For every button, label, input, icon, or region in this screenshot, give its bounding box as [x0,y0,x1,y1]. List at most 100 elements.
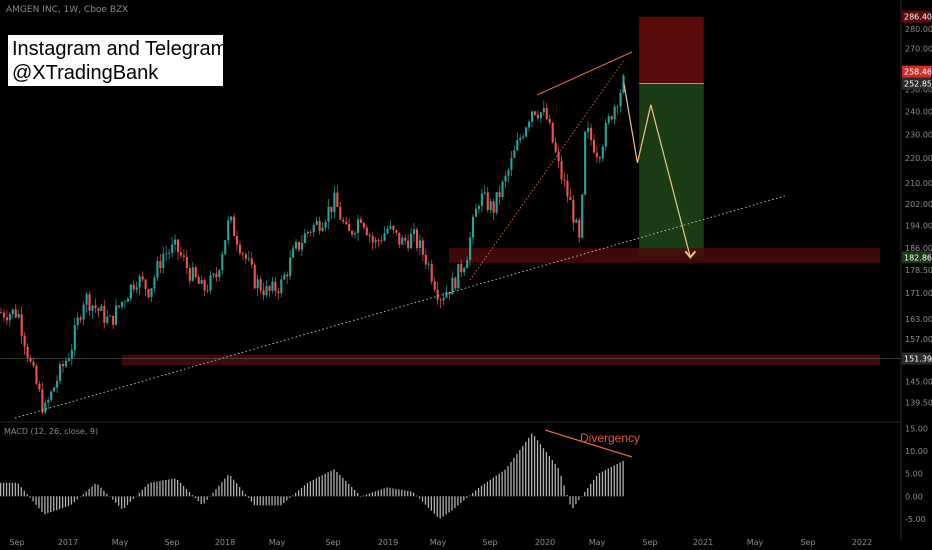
macd-bar [572,496,574,509]
macd-bar [542,448,545,497]
candle-body [619,92,622,107]
candle-body [424,254,427,265]
macd-bar [483,483,486,497]
macd-bar [327,472,329,497]
candle-body [590,127,593,141]
candle-body [218,270,221,278]
candle-body [430,263,433,282]
candle-body [14,309,17,318]
macd-bar [38,496,40,509]
candle-body [354,233,357,235]
macd-bar [200,496,202,505]
candle-body [389,225,392,229]
macd-bar [531,433,533,497]
candle-body [356,219,360,234]
candle-body [436,289,439,300]
candle-body [286,274,289,277]
macd-bar [238,486,241,497]
macd-bar [8,482,11,497]
candle-body [97,308,100,311]
macd-bar [277,496,279,506]
trade-zones [0,16,901,366]
macd-bar [610,466,612,497]
macd-bar [23,490,25,497]
macd-bar [85,491,87,497]
candle-body [392,225,395,231]
macd-pane: Divergency [0,429,640,519]
time-tick-label: May [430,538,447,547]
macd-bar [519,449,521,497]
candle-body [563,179,566,181]
candle-body [241,253,244,255]
price-top-trendline [536,51,633,96]
candle-body [200,279,203,284]
candle-body [601,146,604,159]
macd-bar [590,483,592,497]
macd-bar [191,495,194,497]
candle-body [516,140,519,151]
candle-body [221,254,224,271]
macd-bar [336,471,338,497]
candle-body [457,263,460,289]
price-badge-label: 182.86 [904,253,932,262]
macd-bar [436,496,438,517]
price-badge [902,251,931,264]
macd-tick-label: -5.00 [905,515,926,524]
candle-body [587,127,590,132]
macd-tick-label: 10.00 [905,447,928,456]
candle-body [522,136,525,138]
candle-body [67,358,70,361]
macd-bar [262,496,264,506]
candle-body [32,361,35,366]
candle-body [271,281,274,291]
macd-bar [421,496,424,502]
macd-bar [156,481,158,497]
macd-bar [321,475,323,497]
macd-bar [539,444,542,497]
trendlines [14,51,786,419]
candle-body [374,240,377,243]
candle-body [103,305,106,323]
candle-body [365,227,368,235]
macd-bar [401,489,403,497]
candle-body [112,315,115,325]
time-tick-label: May [269,538,286,547]
candle-body [383,232,386,241]
candle-body [510,157,513,170]
candle-body [256,279,259,289]
macd-bar [616,463,618,497]
macd-indicator-label: MACD (12, 26, close, 9) [4,427,99,436]
divergency-label: Divergency [580,431,640,445]
axes: 280.00270.00260.00250.00240.00230.00220.… [9,10,932,547]
candle-body [309,231,312,233]
candle-body [147,289,150,298]
candle-body [280,279,283,294]
candle-body [442,297,445,301]
macd-bar [451,496,453,511]
macd-bar [206,496,208,500]
candle-body [59,364,62,381]
candle-body [336,192,339,207]
macd-bar [324,473,326,497]
candle-body [53,387,56,392]
macd-bar [604,470,607,497]
macd-bar [380,489,382,497]
macd-bar [59,496,61,510]
macd-tick-label: 15.00 [905,425,928,434]
projection-path [623,83,691,258]
promo-line-1: Instagram and Telegram: [12,38,233,60]
candle-body [377,240,380,242]
macd-bar [79,496,81,497]
candle-body [227,220,230,241]
candle-body [64,360,67,367]
macd-bar [233,479,235,497]
candle-body [182,255,185,258]
promo-box: Instagram and Telegram: @XTradingBank [8,35,233,86]
candle-body [153,277,156,289]
candle-body [566,180,569,197]
candle-body [300,242,303,250]
candle-body [492,201,495,213]
candle-body [333,192,336,213]
take-profit-zone [639,83,704,258]
